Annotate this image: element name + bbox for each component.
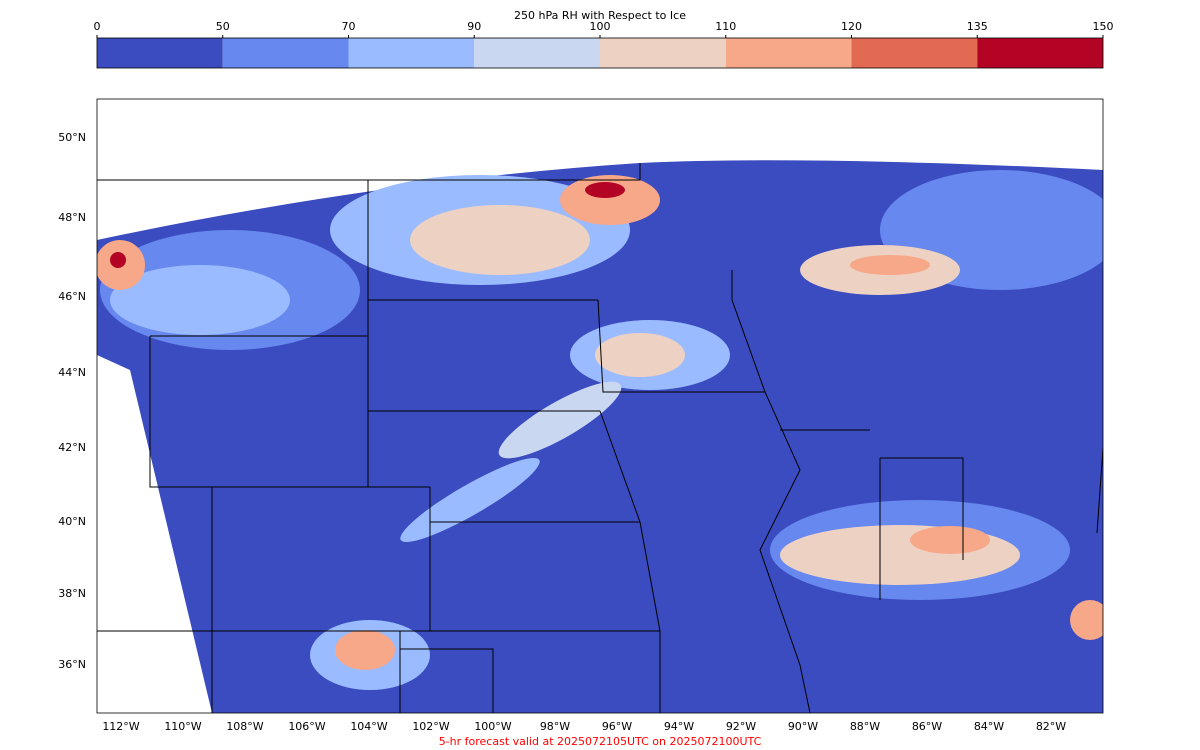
colorbar-tick-label: 50 xyxy=(216,20,230,33)
longitude-label: 92°W xyxy=(726,720,756,733)
colorbar-tick-label: 70 xyxy=(342,20,356,33)
state-borders xyxy=(97,163,1103,713)
colorbar-tick-label: 110 xyxy=(715,20,736,33)
colorbar-tick-label: 120 xyxy=(841,20,862,33)
colorbar-segment xyxy=(348,38,475,68)
longitude-label: 84°W xyxy=(974,720,1004,733)
colorbar-segment xyxy=(977,38,1103,68)
longitude-label: 112°W xyxy=(102,720,139,733)
colorbar-segment xyxy=(600,38,726,68)
longitude-label: 88°W xyxy=(850,720,880,733)
colorbar-segment xyxy=(725,38,852,68)
longitude-label: 90°W xyxy=(788,720,818,733)
colorbar-tick-label: 150 xyxy=(1093,20,1114,33)
colorbar-title: 250 hPa RH with Respect to Ice xyxy=(514,9,686,22)
longitude-label: 104°W xyxy=(350,720,387,733)
longitude-label: 108°W xyxy=(226,720,263,733)
latitude-label: 38°N xyxy=(58,587,86,600)
colorbar-tick-label: 0 xyxy=(94,20,101,33)
colorbar-segment xyxy=(474,38,600,68)
latitude-label: 50°N xyxy=(58,131,86,144)
longitude-label: 100°W xyxy=(474,720,511,733)
longitude-label: 102°W xyxy=(412,720,449,733)
colorbar-segment xyxy=(851,38,978,68)
rh-contours xyxy=(97,170,1103,690)
latitude-label: 36°N xyxy=(58,658,86,671)
colorbar-tick-label: 90 xyxy=(467,20,481,33)
longitude-label: 106°W xyxy=(288,720,325,733)
colorbar-segment xyxy=(97,38,223,68)
latitude-label: 40°N xyxy=(58,515,86,528)
longitude-label: 94°W xyxy=(664,720,694,733)
map-frame xyxy=(96,98,1104,714)
latitude-label: 46°N xyxy=(58,290,86,303)
longitude-label: 110°W xyxy=(164,720,201,733)
latitude-label: 42°N xyxy=(58,441,86,454)
colorbar-tick-label: 100 xyxy=(590,20,611,33)
forecast-caption: 5-hr forecast valid at 2025072105UTC on … xyxy=(439,735,762,748)
longitude-label: 86°W xyxy=(912,720,942,733)
longitude-label: 98°W xyxy=(540,720,570,733)
longitude-label: 96°W xyxy=(602,720,632,733)
map: 50°N 48°N 46°N 44°N 42°N 40°N 38°N 36°N 112°W 110… xyxy=(58,98,1104,733)
longitude-label: 82°W xyxy=(1036,720,1066,733)
colorbar-tick-label: 135 xyxy=(967,20,988,33)
colorbar: 0 50 70 90 100 110 120 135 150 xyxy=(94,20,1114,69)
latitude-label: 48°N xyxy=(58,211,86,224)
colorbar-segment xyxy=(222,38,349,68)
latitude-label: 44°N xyxy=(58,366,86,379)
